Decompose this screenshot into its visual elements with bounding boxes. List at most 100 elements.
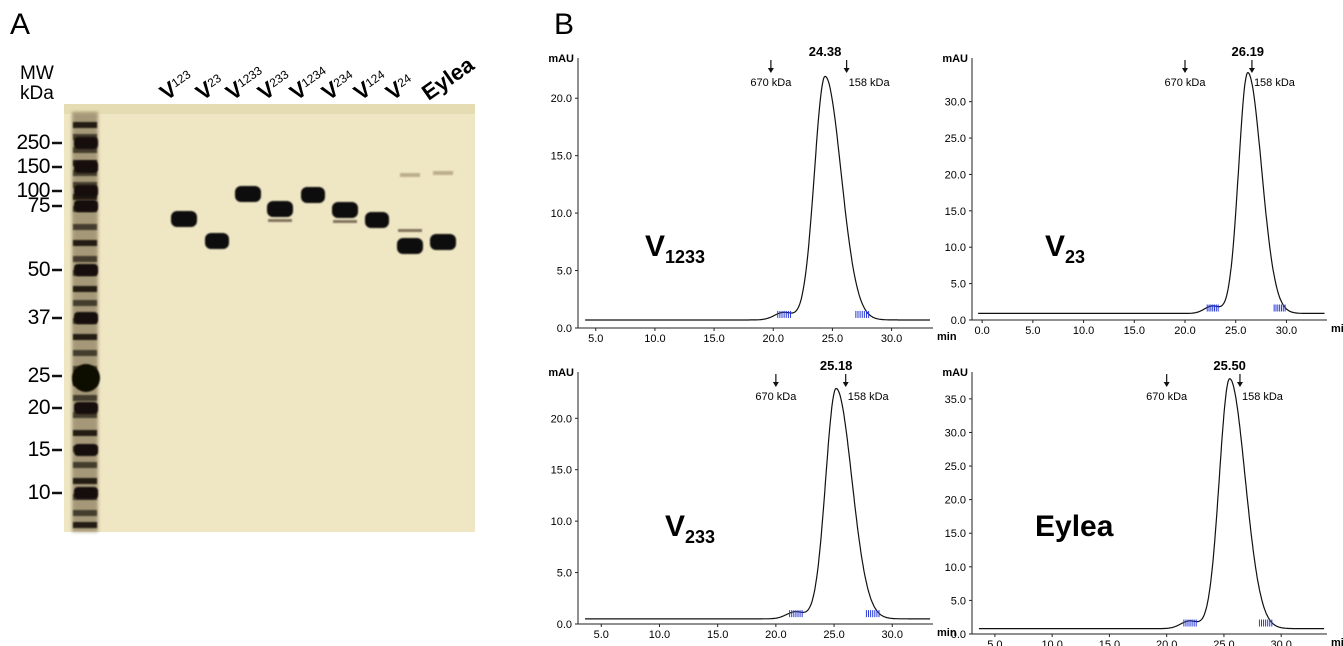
x-tick-label: 10.0 [1073, 325, 1094, 337]
ladder-band [73, 395, 97, 401]
mw-label: 25 [27, 364, 51, 387]
chromatogram-2: mAU min 0.0 5.0 10.0 15.0 20.0 25.0 30.0 0.0 5.0 10… [942, 44, 1343, 337]
peak-time-label: 24.38 [809, 44, 842, 59]
y-tick-label: 20.0 [945, 169, 966, 181]
standard-arrow-head [843, 68, 850, 73]
sample-label-main: V [1045, 230, 1066, 263]
sample-label-main: V [645, 230, 666, 263]
y-tick-label: 0.0 [557, 323, 572, 335]
ladder-band [73, 430, 97, 436]
standard-label: 670 kDa [755, 391, 797, 403]
mw-label: 50 [27, 258, 51, 281]
y-tick-label: 5.0 [951, 595, 966, 607]
standard-label: 158 kDa [1242, 391, 1284, 403]
x-tick-label: 15.0 [703, 333, 724, 345]
x-tick-label: 10.0 [1041, 639, 1062, 646]
sample-label-main: V [665, 510, 686, 543]
ladder-band [73, 462, 97, 468]
y-tick-label: 30.0 [945, 427, 966, 439]
chromatogram-trace [585, 387, 931, 620]
sample-label-sub: 23 [1065, 247, 1086, 267]
standard-arrow-head [1182, 68, 1188, 73]
sample-band [267, 201, 293, 217]
chromatogram-trace [978, 71, 1325, 314]
y-axis-label: mAU [548, 53, 574, 65]
y-axis-label: mAU [548, 367, 574, 379]
standard-arrow-head [842, 382, 849, 387]
standard-label: 158 kDa [848, 391, 890, 403]
mw-label: 75 [27, 194, 51, 217]
y-tick-label: 5.0 [951, 279, 966, 291]
y-tick-label: 0.0 [951, 629, 966, 641]
peak-time-label: 25.18 [820, 358, 853, 373]
x-tick-label: 30.0 [1270, 639, 1291, 646]
ladder-band [73, 412, 97, 418]
sample-band [301, 187, 325, 203]
x-tick-label: 20.0 [765, 629, 786, 641]
sample-band [205, 233, 229, 249]
y-tick-label: 10.0 [945, 562, 966, 574]
ladder-marker-band [74, 312, 98, 324]
ladder-band [73, 147, 97, 153]
ladder-band [73, 478, 97, 484]
faint-band [398, 229, 422, 232]
ladder-band [73, 300, 97, 306]
mw-label: 100 [16, 179, 50, 202]
x-tick-label: 25.0 [822, 333, 843, 345]
gel-image [52, 104, 475, 532]
ladder-band [73, 224, 97, 230]
y-tick-label: 15.0 [945, 206, 966, 218]
y-tick-label: 5.0 [557, 568, 572, 580]
sample-label-sub: 1233 [665, 247, 706, 267]
y-tick-label: 0.0 [951, 315, 966, 327]
y-tick-label: 10.0 [945, 242, 966, 254]
ladder-band [73, 334, 97, 340]
standard-arrow-head [1163, 382, 1170, 387]
panel-a-letter: A [10, 8, 31, 41]
ladder-marker-band [74, 487, 98, 499]
mw-label: 37 [27, 306, 51, 329]
chromatogram-4: mAU min 0.0 5.0 10.0 15.0 20.0 25.0 30.0 35.0 5.0 1… [942, 358, 1343, 646]
x-tick-label: 15.0 [707, 629, 728, 641]
x-tick-label: 0.0 [974, 325, 989, 337]
ladder-marker-band [74, 444, 98, 456]
ladder-band [73, 240, 97, 246]
sample-band [365, 212, 389, 228]
x-axis-label: min [1331, 323, 1343, 335]
mw-label: 250 [16, 131, 50, 154]
mw-label: 10 [27, 481, 51, 504]
mw-label: 150 [16, 155, 50, 178]
mw-header-line2: kDa [20, 82, 54, 104]
y-tick-label: 20.0 [551, 93, 572, 105]
gel-background [64, 104, 475, 532]
sample-band [171, 211, 197, 227]
y-axis-label: mAU [942, 53, 968, 65]
standard-arrow-head [1248, 68, 1255, 73]
chromatogram-sample-label: Eylea [1035, 510, 1113, 544]
faint-high-band [400, 173, 420, 177]
ladder-band [73, 522, 97, 528]
faint-band [333, 220, 357, 223]
x-tick-label: 15.0 [1099, 639, 1120, 646]
x-tick-label: 5.0 [987, 639, 1002, 646]
x-tick-label: 25.0 [1225, 325, 1246, 337]
ladder-marker-band [74, 161, 98, 173]
standard-label: 670 kDa [1165, 77, 1207, 89]
ladder-band [73, 286, 97, 292]
x-axis-label: min [937, 331, 957, 343]
ladder-band [73, 510, 97, 516]
sample-band [430, 234, 456, 250]
standard-arrow-head [767, 68, 774, 73]
chromatogram-sample-label: V1233 [645, 230, 705, 268]
y-tick-label: 20.0 [945, 495, 966, 507]
ladder-marker-band [74, 402, 98, 414]
x-tick-label: 10.0 [649, 629, 670, 641]
x-tick-label: 5.0 [1025, 325, 1040, 337]
x-axis-label: min [937, 627, 957, 639]
faint-high-band [433, 171, 453, 175]
ladder-marker-band [74, 137, 98, 149]
panel-b-letter: B [554, 8, 575, 41]
mw-header-line1: MW [20, 63, 54, 84]
y-tick-label: 10.0 [551, 516, 572, 528]
